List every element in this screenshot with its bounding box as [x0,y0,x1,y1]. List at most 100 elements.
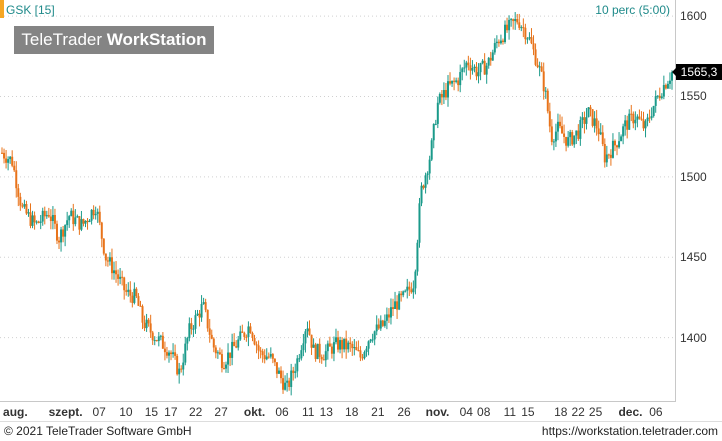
candle-body [493,43,496,53]
x-tick-label: 26 [397,405,411,419]
candle-body [593,118,596,126]
candle-body [271,354,274,359]
candle-body [671,72,673,81]
candle-body [68,216,71,221]
candle-body [353,347,356,349]
watermark-brand: TeleTrader [21,30,107,49]
candle-body [575,130,578,136]
candle-body [60,229,63,243]
candle-body [337,337,340,350]
candle-body [25,203,28,214]
candle-body [19,196,22,206]
candle-body [587,107,590,118]
symbol-label[interactable]: GSK [15] [6,3,55,17]
candle-body [436,102,439,124]
candle-body [451,80,454,84]
candle-body [284,382,287,390]
candle-body [477,72,480,77]
candle-body [119,276,122,279]
candle-body [204,302,207,310]
x-tick-label: 17 [164,405,178,419]
candle-body [37,221,40,223]
price-axis[interactable]: 1600 1550 1500 1450 1400 [676,0,722,402]
candle-body [66,220,69,226]
candle-body [666,83,669,89]
window-accent-bar [0,0,4,18]
x-tick-label: 22 [188,405,203,419]
candle-body [229,352,232,358]
candle-body [658,95,661,99]
candle-body [286,380,289,383]
candle-body [214,347,217,354]
candle-body [176,355,179,375]
candle-body [430,140,433,160]
candle-body [167,352,170,356]
candle-body [475,66,478,77]
candle-body [70,210,73,217]
candle-body [261,351,264,356]
candle-body [208,328,211,335]
candle-body [125,290,128,292]
candle-body [345,338,348,350]
candle-body [522,27,525,29]
candle-body [461,68,464,73]
candle-body [583,117,586,124]
candle-body [332,342,335,354]
candle-body [143,322,146,329]
candle-body [556,121,559,132]
candle-body [249,326,252,334]
website-link[interactable]: https://workstation.teletrader.com [541,424,718,438]
plot-area[interactable] [0,0,676,402]
candle-body [561,126,564,134]
x-tick-label: 15 [144,405,159,419]
candle-body [1,152,3,154]
candle-body [39,221,42,223]
candle-body [222,367,225,369]
candle-body [581,117,584,121]
x-tick-label: 22 [571,405,585,419]
candle-body [279,370,282,379]
y-tick-label: 1400 [680,330,707,345]
candle-body [550,126,553,142]
candle-body [444,90,447,98]
candle-body [355,347,358,351]
candle-body [113,270,116,274]
candle-body [506,24,509,31]
watermark-product: WorkStation [106,30,207,49]
candle-body [361,357,364,359]
candle-body [88,220,91,223]
candle-body [473,66,476,69]
candle-body [21,205,24,207]
candle-body [186,338,189,344]
x-tick-label: 11 [301,405,315,419]
candle-body [292,370,295,373]
candle-body [554,131,557,142]
candle-body [94,213,97,216]
candle-body [620,136,623,142]
candle-body [316,343,319,359]
candle-body [163,348,166,353]
candle-body [202,302,205,305]
candle-body [159,335,162,337]
candle-body [275,362,278,374]
candle-body [74,217,77,225]
candle-body [485,65,488,75]
candle-body [78,216,81,230]
interval-label[interactable]: 10 perc (5:00) [595,3,670,17]
candle-body [117,274,120,279]
candle-body [385,314,388,321]
candle-body [662,85,665,97]
candle-body [469,65,472,71]
candle-body [660,96,663,99]
candle-body [237,339,240,348]
candle-body [636,116,639,120]
time-axis[interactable]: aug. szept. 07 10 15 17 22 27 okt. 06 11 13 18 21 26 no… [0,402,676,420]
candle-body [165,352,168,356]
x-tick-label: 18 [554,405,568,419]
candle-body [446,81,449,98]
candle-body [306,328,309,332]
candle-body [210,334,213,339]
candle-body [638,116,641,119]
candle-body [516,19,519,23]
